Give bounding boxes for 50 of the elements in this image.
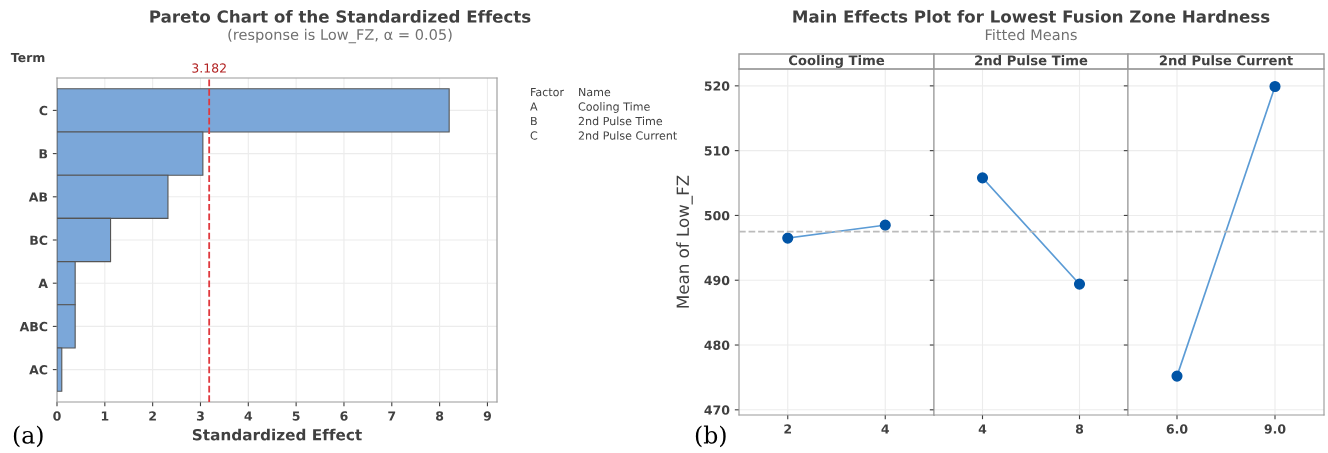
text: Cooling Time <box>578 102 650 113</box>
x-tick-label: 7 <box>388 411 396 421</box>
x-tick-label: 0 <box>53 411 61 421</box>
text: 2nd Pulse Time <box>578 116 663 126</box>
y-tick-label: 490 <box>704 275 730 286</box>
x-tick-label: 3 <box>196 411 204 421</box>
x-tick-label: 5 <box>292 411 300 421</box>
text: Factor <box>531 87 565 97</box>
y-tick-label: 470 <box>704 405 730 415</box>
x-tick-label: 8 <box>1075 424 1084 434</box>
x-tick-label: 1 <box>101 411 109 421</box>
y-tick-label: BC <box>30 235 48 245</box>
y-tick-label: 520 <box>704 81 730 91</box>
x-axis-title: Cooling Time <box>788 55 885 68</box>
x-tick-label: 4 <box>881 424 890 434</box>
text: B <box>531 116 537 126</box>
chart-title: Main Effects Plot for Lowest Fusion Zone Hardness <box>793 9 1270 23</box>
y-tick-label: 480 <box>704 340 730 350</box>
text: Name <box>579 87 611 97</box>
x-tick-label: 9 <box>483 411 491 421</box>
text: (a) <box>13 425 43 448</box>
x-tick-label: 4 <box>978 424 987 434</box>
y-tick-label: 510 <box>704 146 730 156</box>
y-tick-label: 500 <box>704 210 730 221</box>
y-tick-label: B <box>39 149 48 159</box>
text: A <box>530 102 538 111</box>
y-tick-label: ABC <box>19 321 48 332</box>
y-tick-label: A <box>38 278 48 288</box>
chart-subtitle: Fitted Means <box>985 28 1077 41</box>
y-axis-title: Mean of Low_FZ <box>676 175 693 308</box>
x-tick-label: 6.0 <box>1166 424 1188 434</box>
text: (b) <box>695 425 726 448</box>
chart-subtitle: (response is Low_FZ, α = 0.05) <box>228 28 452 44</box>
y-axis-title: Term <box>10 52 45 63</box>
x-axis-title: Standardized Effect <box>192 428 362 441</box>
y-tick-label: AC <box>29 365 48 375</box>
y-tick-label: AB <box>28 192 48 202</box>
x-tick-label: 2 <box>149 411 156 421</box>
x-axis-title: 2nd Pulse Time <box>975 55 1088 66</box>
x-tick-label: 4 <box>244 411 253 421</box>
text: 2nd Pulse Current <box>578 131 677 140</box>
x-axis-title: 2nd Pulse Current <box>1159 55 1293 66</box>
chart-title: Pareto Chart of the Standardized Effects <box>150 9 531 23</box>
y-tick-label: C <box>39 105 48 116</box>
x-tick-label: 8 <box>436 411 444 421</box>
x-tick-label: 2 <box>784 424 792 434</box>
text: C <box>530 131 538 140</box>
x-tick-label: 9.0 <box>1264 424 1286 434</box>
x-tick-label: 6 <box>340 411 348 421</box>
ref-line-label: 3.182 <box>192 63 226 73</box>
